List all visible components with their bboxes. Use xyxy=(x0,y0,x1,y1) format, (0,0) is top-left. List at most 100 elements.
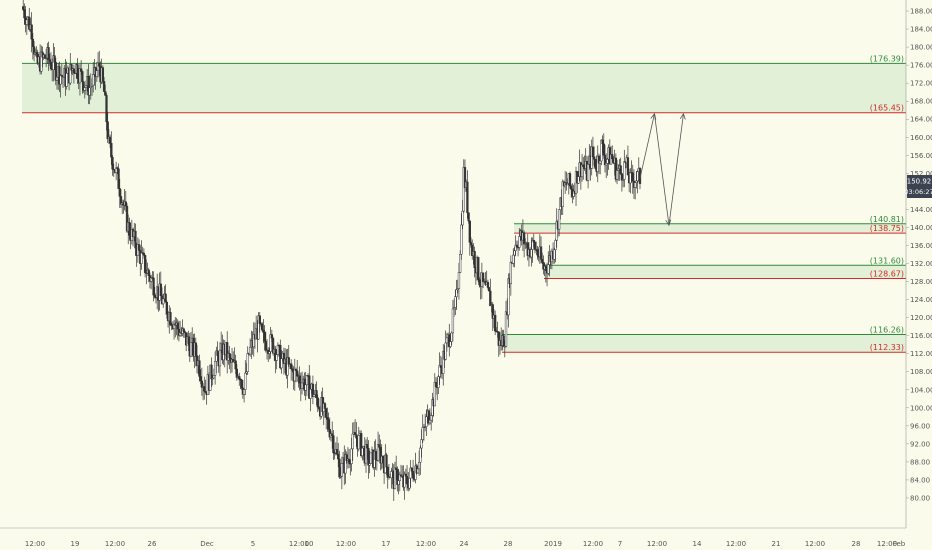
candle-body xyxy=(242,389,246,395)
candle-body xyxy=(378,444,381,448)
candle-body xyxy=(425,416,428,427)
candle-body xyxy=(512,254,515,264)
candle-body xyxy=(111,156,114,170)
candle-body xyxy=(82,81,85,91)
projection-arrowhead xyxy=(665,219,672,227)
candle-body xyxy=(198,360,201,377)
candle-body xyxy=(55,76,59,81)
candle-body xyxy=(619,165,622,174)
candle-body xyxy=(216,350,219,356)
time-tick-label: 17 xyxy=(382,540,391,548)
candle-body xyxy=(142,252,146,256)
time-tick-label: 14 xyxy=(693,540,702,548)
candle-body xyxy=(420,439,423,449)
candle-body xyxy=(331,433,334,436)
candle-body xyxy=(623,161,626,180)
candle-body xyxy=(451,308,455,334)
candle-body xyxy=(128,222,131,236)
time-tick-label: 12:00 xyxy=(416,540,436,548)
candle-body xyxy=(317,406,321,410)
candle-body xyxy=(408,477,411,489)
current-price-tag-bg xyxy=(907,175,932,198)
zone-bottom-label: (128.67) xyxy=(870,270,904,279)
candle-body xyxy=(599,160,602,164)
candle-body xyxy=(602,143,605,156)
plot-area[interactable]: (176.39) (165.45) (140.81)(138.75) (131.60)… xyxy=(22,0,906,501)
projection-arrowhead xyxy=(679,112,686,120)
candle-body xyxy=(577,176,580,184)
candle-body xyxy=(275,354,278,361)
candle-body xyxy=(457,272,461,289)
time-tick-label: 12:00 xyxy=(726,540,746,548)
current-price-tag: 150.92 03:06:27 xyxy=(904,175,932,198)
price-tick-label: 128.00 xyxy=(910,278,932,286)
candle-body xyxy=(101,67,105,82)
candle-body xyxy=(586,164,590,181)
candle-body xyxy=(290,363,293,370)
candle-body xyxy=(124,201,127,207)
candle-body xyxy=(502,335,505,347)
candle-body xyxy=(211,377,214,380)
candle-body xyxy=(315,390,318,399)
candle-body xyxy=(533,241,537,250)
candle-body xyxy=(421,427,424,440)
price-tick-label: 116.00 xyxy=(910,332,932,340)
time-tick-label: Dec xyxy=(200,540,214,548)
candle-body xyxy=(95,70,98,77)
candle-body xyxy=(262,329,265,333)
candle-body xyxy=(366,444,369,449)
candle-body xyxy=(467,212,470,222)
time-tick-label: 24 xyxy=(460,540,469,548)
candle-body xyxy=(419,447,422,463)
candle-body xyxy=(460,224,463,255)
candle-body xyxy=(110,143,113,158)
candle-body xyxy=(615,170,619,180)
candle-body xyxy=(296,370,299,377)
candle-body xyxy=(108,136,112,144)
price-axis[interactable]: 80.00 84.00 88.00 92.00 96.00 100.00 104.00 108… xyxy=(905,0,932,528)
candle-body xyxy=(152,277,155,296)
candle-body xyxy=(169,312,172,325)
candle-body xyxy=(473,251,476,268)
candle-body xyxy=(397,480,400,485)
candle-body xyxy=(150,277,153,282)
price-tick-label: 144.00 xyxy=(910,206,932,214)
candle-body xyxy=(35,51,38,55)
candle-body xyxy=(454,296,457,308)
candle-body xyxy=(316,397,319,408)
candle-body xyxy=(137,244,141,251)
zone-top-label: (176.39) xyxy=(870,54,904,63)
candle-body xyxy=(376,444,380,461)
candle-body xyxy=(199,376,202,382)
candle-body xyxy=(509,261,512,284)
projection-line xyxy=(654,113,670,226)
candle-body xyxy=(507,278,510,316)
price-tick-label: 188.00 xyxy=(910,8,932,16)
time-tick-label: 26 xyxy=(148,540,157,548)
time-tick-label: 10 xyxy=(305,540,314,548)
candle-body xyxy=(594,158,597,168)
time-tick-label: Feb xyxy=(893,540,906,548)
candle-body xyxy=(410,467,414,472)
candle-body xyxy=(557,209,561,230)
candle-body xyxy=(182,328,185,332)
candle-body xyxy=(92,74,95,86)
candle-body xyxy=(49,62,53,70)
current-price-label: 150.92 xyxy=(907,178,932,186)
candle-body xyxy=(48,59,51,63)
candle-body xyxy=(102,81,106,92)
time-tick-label: 12:00 xyxy=(805,540,825,548)
candle-body xyxy=(215,350,218,362)
price-tick-label: 112.00 xyxy=(910,350,932,358)
candle-body xyxy=(106,121,109,140)
candle-body xyxy=(631,172,634,182)
candle-body xyxy=(428,419,432,424)
candle-body xyxy=(234,360,237,370)
price-tick-label: 180.00 xyxy=(910,44,932,52)
candle-body xyxy=(59,75,62,85)
candle-body xyxy=(238,376,241,380)
candle-body xyxy=(494,314,497,332)
